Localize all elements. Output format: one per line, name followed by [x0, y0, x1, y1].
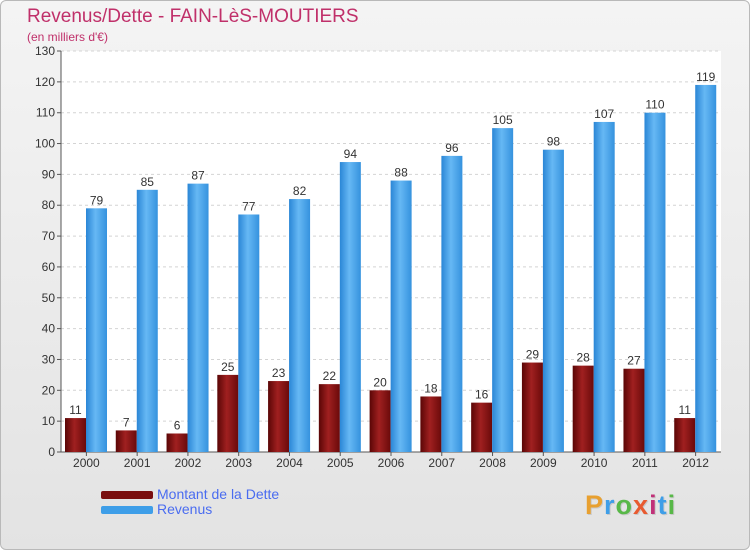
data-label-revenus: 119	[696, 70, 715, 84]
x-tick-label: 2005	[327, 456, 354, 470]
logo-letter: i	[667, 490, 677, 520]
data-label-dette: 7	[123, 415, 130, 429]
x-tick-label: 2003	[225, 456, 252, 470]
data-label-revenus: 105	[493, 113, 513, 127]
x-tick-label: 2006	[378, 456, 405, 470]
y-tick-label: 100	[35, 137, 55, 151]
bar-revenus	[542, 149, 564, 452]
data-label-dette: 11	[678, 403, 691, 417]
logo-letter: r	[604, 490, 616, 520]
y-tick-label: 40	[42, 322, 56, 336]
data-label-dette: 6	[174, 418, 181, 432]
data-label-dette: 28	[577, 351, 591, 365]
bar-revenus	[492, 128, 514, 452]
bar-revenus	[86, 208, 107, 452]
bar-dette	[369, 390, 391, 452]
y-tick-label: 120	[35, 75, 55, 89]
x-tick-label: 2011	[632, 456, 658, 470]
data-label-revenus: 82	[293, 184, 307, 198]
legend-label-dette: Montant de la Dette	[157, 486, 280, 502]
data-label-revenus: 88	[394, 166, 408, 180]
data-label-dette: 16	[475, 388, 489, 402]
bar-dette	[115, 430, 137, 452]
bar-revenus	[136, 189, 158, 453]
bar-dette	[623, 368, 645, 452]
bar-revenus	[390, 180, 412, 453]
chart-title: Revenus/Dette - FAIN-LèS-MOUTIERS	[27, 6, 359, 27]
data-label-revenus: 77	[242, 199, 256, 213]
data-label-dette: 23	[272, 366, 286, 380]
logo-letter: o	[615, 490, 634, 520]
data-label-revenus: 107	[594, 107, 614, 121]
bar-revenus	[289, 199, 311, 452]
bar-revenus	[339, 162, 361, 453]
bar-dette	[674, 418, 696, 452]
logo-letter: i	[649, 490, 658, 520]
bar-dette	[471, 402, 493, 452]
x-tick-label: 2007	[428, 456, 455, 470]
x-tick-label: 2002	[175, 456, 202, 470]
data-label-revenus: 94	[344, 147, 358, 161]
y-tick-label: 70	[42, 229, 56, 243]
bar-dette	[217, 374, 239, 452]
y-tick-label: 20	[42, 383, 56, 397]
bar-dette	[521, 362, 543, 452]
data-label-dette: 27	[627, 354, 641, 368]
y-tick-label: 30	[42, 352, 56, 366]
x-tick-label: 2004	[276, 456, 303, 470]
bar-revenus	[593, 121, 615, 452]
y-tick-label: 80	[42, 198, 56, 212]
x-tick-label: 2009	[530, 456, 557, 470]
y-tick-label: 10	[42, 414, 56, 428]
y-tick-label: 110	[36, 106, 55, 120]
y-tick-label: 0	[48, 445, 55, 459]
legend-label-revenus: Revenus	[157, 501, 213, 517]
y-tick-label: 50	[42, 291, 56, 305]
bar-revenus	[187, 183, 209, 452]
data-label-revenus: 110	[645, 98, 664, 112]
legend-swatch-dette	[101, 491, 153, 499]
legend-swatch-revenus	[101, 506, 153, 514]
data-label-dette: 18	[424, 381, 438, 395]
bar-dette	[318, 384, 340, 452]
y-tick-label: 130	[35, 44, 55, 58]
chart-subtitle: (en milliers d'€)	[27, 30, 108, 44]
x-tick-label: 2012	[682, 456, 709, 470]
data-label-revenus: 87	[191, 169, 205, 183]
data-label-revenus: 79	[90, 193, 104, 207]
bar-dette	[268, 381, 290, 452]
bar-revenus	[441, 155, 463, 452]
logo-letter: x	[633, 490, 650, 520]
y-tick-label: 60	[42, 260, 56, 274]
data-label-revenus: 85	[141, 175, 155, 189]
data-label-dette: 11	[69, 403, 82, 417]
data-label-dette: 20	[373, 375, 387, 389]
bar-dette	[166, 433, 188, 452]
data-label-dette: 29	[526, 348, 540, 362]
bar-revenus	[644, 112, 666, 452]
data-label-dette: 22	[323, 369, 337, 383]
data-label-dette: 25	[221, 360, 235, 374]
bar-revenus	[695, 84, 717, 452]
x-tick-label: 2010	[581, 456, 608, 470]
data-label-revenus: 96	[445, 141, 459, 155]
logo-letter: P	[585, 490, 605, 520]
x-tick-label: 2001	[124, 456, 151, 470]
data-label-revenus: 98	[547, 135, 561, 149]
x-tick-label: 2008	[479, 456, 506, 470]
x-tick-label: 2000	[73, 456, 100, 470]
bar-dette	[65, 418, 86, 452]
logo-letter: t	[657, 490, 668, 520]
bar-dette	[420, 396, 442, 452]
proxiti-logo: Proxiti	[585, 490, 676, 521]
bar-revenus	[238, 214, 260, 452]
bar-dette	[572, 365, 594, 452]
y-tick-label: 90	[42, 167, 56, 181]
